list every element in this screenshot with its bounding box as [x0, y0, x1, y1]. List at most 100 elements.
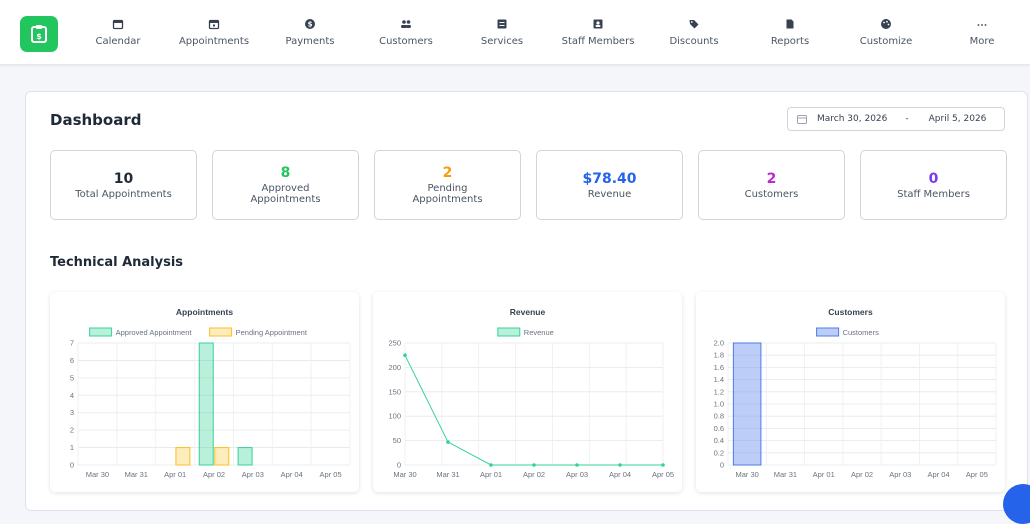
- date-to: April 5, 2026: [928, 114, 987, 124]
- legend-label: Pending Appointment: [236, 328, 308, 337]
- y-tick-label: 2: [70, 426, 74, 435]
- chart-title: Customers: [828, 307, 873, 317]
- svg-text:$: $: [36, 32, 42, 41]
- legend-label: Approved Appointment: [116, 328, 193, 337]
- data-point[interactable]: [446, 440, 450, 444]
- legend-item[interactable]: Revenue: [497, 327, 554, 337]
- id-badge-icon: [592, 18, 604, 30]
- y-tick-label: 0: [70, 461, 74, 470]
- x-tick-label: Apr 04: [928, 470, 950, 479]
- y-tick-label: 1.8: [714, 351, 724, 360]
- nav-item-label: Services: [480, 36, 524, 47]
- date-range-picker[interactable]: March 30, 2026 - April 5, 2026: [787, 107, 1005, 131]
- legend-item[interactable]: Approved Appointment: [89, 327, 193, 337]
- stat-label: Staff Members: [897, 188, 970, 200]
- nav-item-label: More: [969, 36, 995, 47]
- x-tick-label: Apr 01: [813, 470, 835, 479]
- nav-item-more[interactable]: More: [934, 0, 1030, 65]
- x-tick-label: Apr 04: [281, 470, 303, 479]
- list-icon: [496, 18, 508, 30]
- app-logo[interactable]: $: [20, 16, 58, 52]
- nav-item-calendar[interactable]: Calendar: [70, 0, 166, 65]
- y-tick-label: 1.2: [714, 387, 724, 396]
- legend-item[interactable]: Customers: [816, 327, 880, 337]
- data-point[interactable]: [661, 463, 665, 467]
- nav-item-label: Staff Members: [561, 36, 635, 47]
- chart-svg: Customers Customers 0 0.2 0.4 0.6 0.8 1.0 1.2 1.4…: [714, 307, 997, 479]
- nav-item-services[interactable]: Services: [454, 0, 550, 65]
- x-tick-label: Mar 31: [436, 470, 459, 479]
- nav-item-label: Payments: [285, 36, 335, 47]
- nav-item-discounts[interactable]: Discounts: [646, 0, 742, 65]
- y-tick-label: 4: [70, 391, 74, 400]
- stat-card: 8 Approved Appointments: [212, 150, 359, 220]
- bar[interactable]: [175, 447, 191, 466]
- nav-item-label: Discounts: [669, 36, 719, 47]
- bar[interactable]: [237, 447, 253, 466]
- data-point[interactable]: [489, 463, 493, 467]
- stat-value: 10: [113, 170, 134, 187]
- ellipsis-icon: [976, 18, 988, 30]
- bar[interactable]: [198, 342, 214, 466]
- data-point[interactable]: [575, 463, 579, 467]
- x-tick-label: Apr 05: [966, 470, 988, 479]
- legend-item[interactable]: Pending Appointment: [209, 327, 308, 337]
- y-tick-label: 250: [388, 339, 401, 348]
- y-tick-label: 1.4: [714, 375, 724, 384]
- data-point[interactable]: [532, 463, 536, 467]
- x-tick-label: Apr 01: [480, 470, 502, 479]
- nav-item-label: Customers: [379, 36, 433, 47]
- y-tick-label: 3: [70, 408, 74, 417]
- stat-value: 2: [766, 170, 777, 187]
- stat-label: Pending Appointments: [412, 183, 483, 205]
- svg-text:$: $: [308, 21, 313, 29]
- nav-item-label: Calendar: [95, 36, 141, 47]
- bar[interactable]: [732, 342, 762, 466]
- legend-swatch: [497, 327, 521, 337]
- section-title: Technical Analysis: [50, 255, 184, 270]
- x-tick-label: Mar 30: [86, 470, 109, 479]
- nav-item-reports[interactable]: Reports: [742, 0, 838, 65]
- stat-card: 0 Staff Members: [860, 150, 1007, 220]
- data-point[interactable]: [618, 463, 622, 467]
- stats-row: 10 Total Appointments 8 Approved Appointmen…: [50, 150, 1007, 220]
- help-button[interactable]: [1003, 484, 1030, 524]
- palette-icon: [880, 18, 892, 30]
- top-navigation-bar: $ Calendar Appointments $ Payments Customers…: [0, 0, 1030, 65]
- legend-swatch: [816, 327, 840, 337]
- y-tick-label: 150: [388, 387, 401, 396]
- legend-swatch: [209, 327, 233, 337]
- stat-card: 2 Pending Appointments: [374, 150, 521, 220]
- x-tick-label: Mar 31: [125, 470, 148, 479]
- x-tick-label: Apr 05: [320, 470, 342, 479]
- x-tick-label: Apr 02: [203, 470, 225, 479]
- nav-item-staff-members[interactable]: Staff Members: [550, 0, 646, 65]
- nav-item-payments[interactable]: $ Payments: [262, 0, 358, 65]
- tag-icon: [688, 18, 700, 30]
- y-tick-label: 0.4: [714, 436, 724, 445]
- x-tick-label: Apr 02: [523, 470, 545, 479]
- y-tick-label: 0.6: [714, 424, 724, 433]
- y-tick-label: 0.2: [714, 448, 724, 457]
- stat-card: 2 Customers: [698, 150, 845, 220]
- stat-card: 10 Total Appointments: [50, 150, 197, 220]
- data-point[interactable]: [403, 353, 407, 357]
- x-tick-label: Mar 30: [735, 470, 758, 479]
- bar[interactable]: [214, 447, 230, 466]
- nav-item-label: Customize: [859, 36, 913, 47]
- stat-value: 0: [928, 170, 939, 187]
- nav-item-customers[interactable]: Customers: [358, 0, 454, 65]
- calendar-icon: [112, 18, 124, 30]
- appointments-chart: Appointments Approved Appointment Pending …: [50, 292, 359, 492]
- date-separator: -: [905, 114, 909, 124]
- x-tick-label: Apr 03: [889, 470, 911, 479]
- y-tick-label: 1.0: [714, 400, 724, 409]
- x-tick-label: Mar 30: [393, 470, 416, 479]
- main-nav: Calendar Appointments $ Payments Customers Se…: [70, 0, 1030, 65]
- nav-item-customize[interactable]: Customize: [838, 0, 934, 65]
- y-tick-label: 100: [388, 412, 401, 421]
- nav-item-appointments[interactable]: Appointments: [166, 0, 262, 65]
- y-tick-label: 200: [388, 363, 401, 372]
- chart-title: Appointments: [176, 307, 233, 317]
- file-icon: [784, 18, 796, 30]
